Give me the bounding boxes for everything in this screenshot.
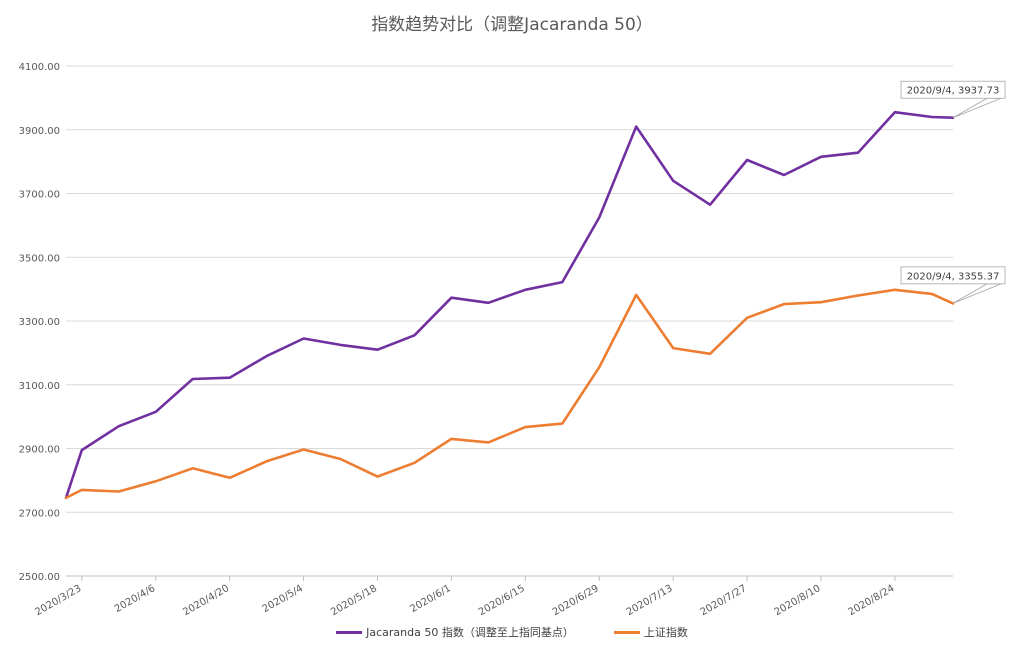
- y-tick-label: 3700.00: [19, 190, 60, 201]
- legend-item-shanghai[interactable]: 上证指数: [613, 624, 688, 640]
- x-tick-label: 2020/6/29: [551, 583, 601, 618]
- y-tick-label: 3300.00: [19, 317, 60, 328]
- y-tick-label: 4100.00: [19, 62, 60, 73]
- legend-item-jacaranda[interactable]: Jacaranda 50 指数（调整至上指同基点）: [336, 624, 574, 640]
- data-callouts: 2020/9/4, 3937.73 2020/9/4, 3355.37: [900, 80, 1006, 304]
- callout-box: [900, 266, 1006, 285]
- x-tick-label: 2020/6/1: [409, 583, 453, 615]
- x-tick-label: 2020/8/10: [773, 583, 823, 618]
- callout-pointer: [952, 283, 1002, 304]
- x-tick-label: 2020/3/23: [33, 583, 83, 618]
- legend: Jacaranda 50 指数（调整至上指同基点） 上证指数: [0, 624, 1024, 640]
- series-lines: [64, 110, 955, 500]
- x-tick-label: 2020/5/4: [261, 583, 305, 615]
- chart-title: 指数趋势对比（调整Jacaranda 50）: [371, 15, 653, 35]
- x-tick-label: 2020/7/13: [625, 583, 675, 618]
- y-tick-label: 2900.00: [19, 445, 60, 456]
- callout-label: 2020/9/4, 3937.73: [907, 86, 1000, 97]
- x-tick-label: 2020/8/24: [847, 583, 897, 618]
- x-tick-label: 2020/5/18: [329, 583, 379, 618]
- x-tick-label: 2020/4/6: [113, 583, 157, 615]
- series-line-1: [64, 288, 955, 500]
- legend-label-shanghai: 上证指数: [643, 626, 688, 639]
- legend-swatch-shanghai: [613, 630, 640, 634]
- legend-label-jacaranda: Jacaranda 50 指数（调整至上指同基点）: [366, 626, 574, 639]
- y-tick-label: 2700.00: [19, 508, 60, 519]
- legend-swatch-jacaranda: [336, 630, 363, 634]
- callout-label: 2020/9/4, 3355.37: [907, 271, 1000, 282]
- grid-lines: [66, 65, 953, 577]
- x-tick-label: 2020/6/15: [477, 583, 527, 618]
- y-tick-label: 2500.00: [19, 572, 60, 583]
- y-tick-label: 3900.00: [19, 126, 60, 137]
- callout-pointer: [952, 97, 1002, 119]
- x-tick-label: 2020/4/20: [181, 583, 231, 618]
- x-axis-ticks: 2020/3/23 2020/4/6 2020/4/20 2020/5/4 2020/5…: [33, 576, 896, 618]
- series-line-0: [64, 110, 955, 500]
- y-tick-label: 3500.00: [19, 253, 60, 264]
- y-axis-ticks: 2500.00 2700.00 2900.00 3100.00 3300.00 3500.…: [19, 62, 60, 583]
- callout-box: [900, 80, 1006, 99]
- y-tick-label: 3100.00: [19, 381, 60, 392]
- x-tick-label: 2020/7/27: [699, 583, 749, 618]
